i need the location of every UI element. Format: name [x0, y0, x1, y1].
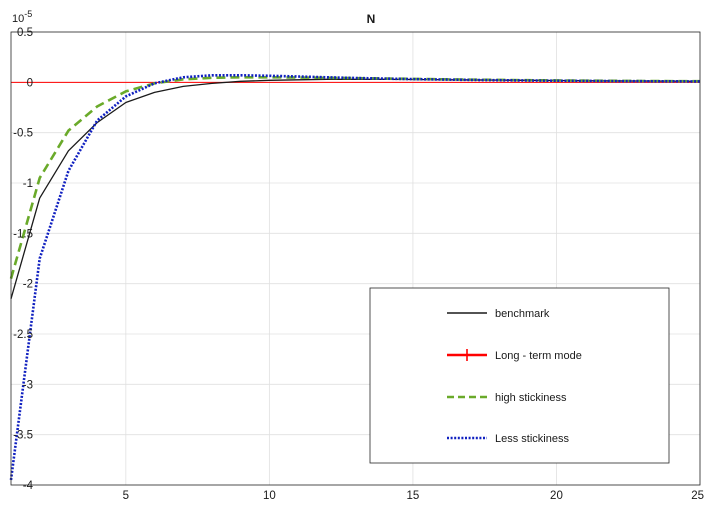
y-tick-labels: 0.5 0 -0.5 -1 -1.5 -2 -2.5 -3 -3.5 -4 [13, 27, 33, 492]
y-tick-label: -0.5 [13, 128, 33, 140]
series-line-high-stickiness [9, 76, 701, 279]
y-tick-label: 0.5 [17, 27, 33, 39]
y-exponent-power: -5 [24, 9, 32, 19]
y-tick-label: -1.5 [13, 228, 33, 240]
legend-label-high-stickiness: high stickiness [495, 392, 567, 404]
y-tick-label: -3.5 [13, 430, 33, 442]
legend: benchmark Long - term mode high stickiness… [369, 287, 670, 464]
legend-label-benchmark: benchmark [495, 308, 550, 320]
y-tick-label: -3 [23, 379, 33, 391]
legend-box [369, 287, 670, 464]
series-layer [9, 73, 701, 481]
legend-label-less-stickiness: Less stickiness [495, 433, 569, 445]
y-axis-exponent: 10-5 [12, 9, 32, 25]
y-tick-label: -1 [23, 178, 33, 190]
x-tick-label: 20 [550, 490, 563, 502]
x-tick-label: 25 [691, 490, 704, 502]
y-tick-label: -4 [23, 480, 34, 492]
x-tick-labels: 5 10 15 20 25 [123, 490, 704, 502]
chart-title: N [367, 12, 376, 26]
x-tick-label: 10 [263, 490, 276, 502]
series-line-less-stickiness [9, 73, 701, 481]
y-tick-label: -2.5 [13, 329, 33, 341]
plot-frame [10, 31, 701, 486]
y-tick-label: -2 [23, 279, 33, 291]
y-tick-label: 0 [27, 77, 33, 89]
x-tick-label: 15 [407, 490, 420, 502]
legend-label-long-term-mode: Long - term mode [495, 350, 582, 362]
y-exponent-base: 10 [12, 13, 24, 25]
x-tick-label: 5 [123, 490, 129, 502]
